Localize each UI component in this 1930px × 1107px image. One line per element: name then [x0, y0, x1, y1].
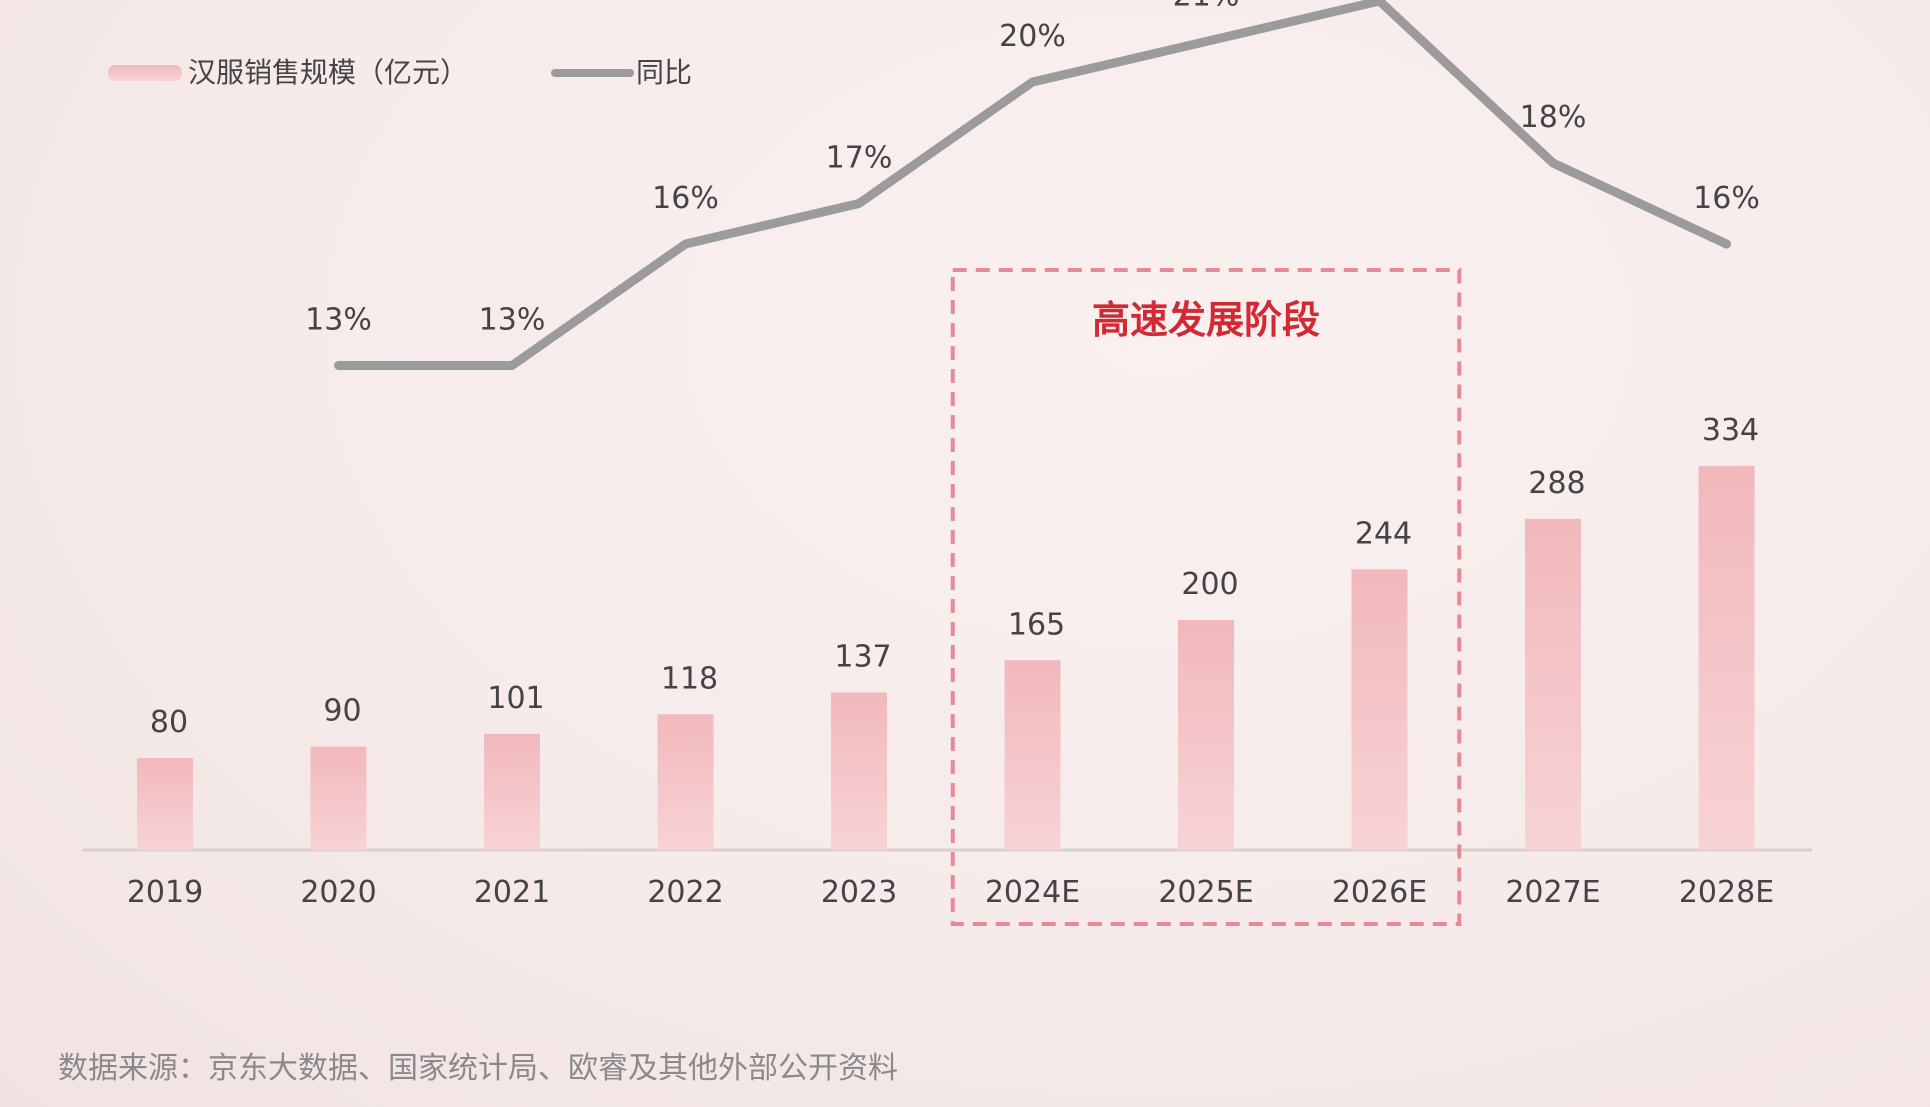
highlight-label: 高速发展阶段 [1092, 298, 1320, 342]
bar-value-label: 137 [834, 639, 891, 674]
x-tick-label: 2023 [821, 875, 897, 910]
bar-value-label: 165 [1008, 607, 1065, 642]
labels-layer: 80 90 101 118 137 165 200 244 288 334 13% 13% 16% 17%… [150, 0, 1760, 740]
yoy-point-2026E [1378, 0, 1381, 2]
bar-value-label: 334 [1702, 413, 1759, 448]
x-tick-label: 2026E [1332, 875, 1427, 910]
bar-value-label: 80 [150, 705, 188, 740]
bar-value-label: 118 [661, 661, 718, 696]
bar-value-label: 101 [487, 681, 544, 716]
bar-2020 [310, 746, 367, 850]
x-tick-label: 2021 [474, 875, 550, 910]
bars-layer [137, 465, 1755, 850]
yoy-point-2022 [684, 243, 687, 245]
bar-2027E [1525, 518, 1581, 850]
yoy-line [334, 0, 1731, 370]
yoy-point-2025E [1205, 40, 1207, 43]
bar-2026E [1351, 569, 1408, 850]
yoy-value-label: 18% [1520, 100, 1587, 135]
yoy-value-label: 16% [652, 181, 719, 216]
bar-2023 [831, 692, 887, 850]
x-tick-label: 2025E [1158, 875, 1253, 910]
x-tick-label: 2024E [985, 875, 1080, 910]
bar-2021 [484, 733, 540, 850]
bar-value-label: 244 [1355, 516, 1412, 551]
yoy-point-2023 [858, 202, 860, 205]
yoy-value-label: 21% [1173, 0, 1240, 14]
yoy-point-2027E [1552, 162, 1554, 164]
bar-2025E [1178, 620, 1234, 850]
legend-line-label: 同比 [636, 56, 692, 89]
x-tick-label: 2019 [127, 875, 203, 910]
highlight-region: 高速发展阶段 [950, 268, 1462, 926]
x-tick-label: 2020 [300, 875, 376, 910]
bar-2028E [1698, 465, 1755, 850]
x-tick-label: 2028E [1679, 875, 1774, 910]
yoy-point-2024E [1031, 81, 1034, 83]
legend-bar-label: 汉服销售规模（亿元） [188, 56, 468, 89]
x-tick-label: 2022 [647, 875, 723, 910]
bar-value-label: 288 [1528, 466, 1585, 501]
yoy-value-label: 13% [305, 303, 372, 338]
yoy-point-2021 [511, 364, 513, 367]
bar-2022 [657, 714, 714, 850]
source-note: 数据来源：京东大数据、国家统计局、欧睿及其他外部公开资料 [58, 1051, 898, 1086]
legend: 汉服销售规模（亿元） 同比 [108, 56, 692, 89]
yoy-value-label: 20% [999, 19, 1066, 54]
bar-value-label: 90 [323, 694, 361, 729]
bar-value-label: 200 [1181, 567, 1238, 602]
legend-bar-swatch [108, 65, 182, 81]
yoy-value-label: 13% [479, 303, 546, 338]
bar-2024E [1004, 660, 1061, 850]
bar-2019 [137, 758, 193, 850]
yoy-point-2028E [1725, 243, 1728, 245]
x-tick-labels: 2019 2020 2021 2022 2023 2024E 2025E 2026E 2027E… [127, 875, 1774, 910]
yoy-point-2020 [337, 364, 340, 367]
yoy-value-label: 17% [826, 141, 893, 176]
line-layer [334, 0, 1731, 370]
x-tick-label: 2027E [1505, 875, 1600, 910]
highlight-box [950, 268, 1462, 926]
yoy-value-label: 16% [1693, 181, 1760, 216]
